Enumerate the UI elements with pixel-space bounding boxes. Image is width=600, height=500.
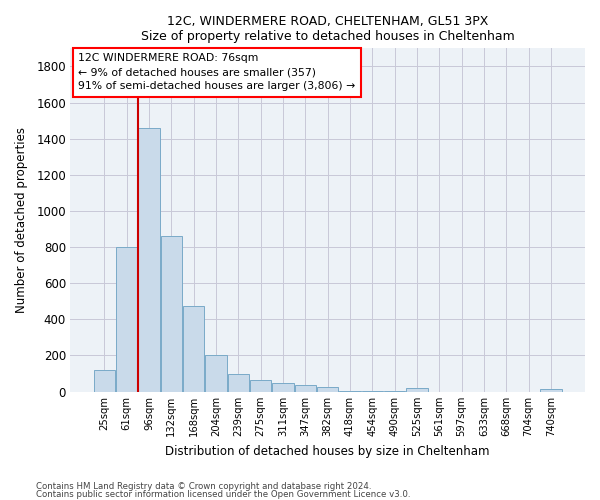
Bar bbox=[161, 236, 182, 392]
Y-axis label: Number of detached properties: Number of detached properties bbox=[15, 127, 28, 313]
Bar bbox=[362, 390, 383, 392]
Bar bbox=[541, 389, 562, 392]
Bar bbox=[340, 390, 361, 392]
Bar bbox=[272, 384, 293, 392]
Title: 12C, WINDERMERE ROAD, CHELTENHAM, GL51 3PX
Size of property relative to detached: 12C, WINDERMERE ROAD, CHELTENHAM, GL51 3… bbox=[141, 15, 515, 43]
Bar bbox=[317, 387, 338, 392]
Bar bbox=[250, 380, 271, 392]
Bar bbox=[384, 390, 405, 392]
Bar bbox=[139, 128, 160, 392]
Bar bbox=[227, 374, 249, 392]
Bar bbox=[116, 247, 137, 392]
X-axis label: Distribution of detached houses by size in Cheltenham: Distribution of detached houses by size … bbox=[166, 444, 490, 458]
Bar bbox=[295, 386, 316, 392]
Bar bbox=[94, 370, 115, 392]
Text: 12C WINDERMERE ROAD: 76sqm
← 9% of detached houses are smaller (357)
91% of semi: 12C WINDERMERE ROAD: 76sqm ← 9% of detac… bbox=[78, 54, 355, 92]
Bar bbox=[183, 306, 204, 392]
Bar bbox=[205, 356, 227, 392]
Bar bbox=[406, 388, 428, 392]
Text: Contains HM Land Registry data © Crown copyright and database right 2024.: Contains HM Land Registry data © Crown c… bbox=[36, 482, 371, 491]
Text: Contains public sector information licensed under the Open Government Licence v3: Contains public sector information licen… bbox=[36, 490, 410, 499]
